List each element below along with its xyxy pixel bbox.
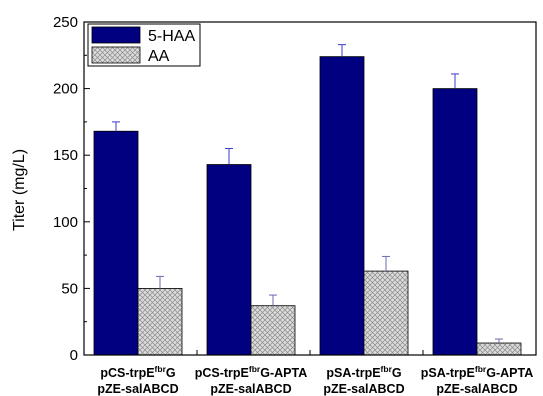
y-axis-title: Titer (mg/L) [11,149,28,231]
bar-5-haa-2 [206,164,252,356]
x-tick-label-3-line1: pSA-trpEfbrG [326,364,401,380]
bar-5-haa-4 [432,88,478,356]
x-tick-label-3-line2: pZE-salABCD [323,382,404,396]
bars-layer [93,44,522,356]
bar-aa-3 [363,270,409,356]
y-tick-label-200: 200 [53,81,78,98]
bar-aa-4 [476,342,522,356]
y-tick-label-50: 50 [61,280,78,297]
legend-swatch-5-haa [91,26,141,44]
bar-aa-2 [250,305,296,356]
legend: 5-HAA AA [87,23,201,67]
x-tick-label-4-line2: pZE-salABCD [436,382,517,396]
x-tick-label-1-line1: pCS-trpEfbrG [100,364,175,380]
x-tick-label-1-line2: pZE-salABCD [97,382,178,396]
y-tick-label-0: 0 [70,347,78,364]
legend-label-aa: AA [148,48,170,65]
axes-layer: pCS-trpEfbrG pZE-salABCD pCS-trpEfbrG-APTA… [53,14,537,396]
legend-swatch-aa [91,46,141,64]
x-tick-label-4-line1: pSA-trpEfbrG-APTA [421,364,534,380]
x-tick-label-2-line1: pCS-trpEfbrG-APTA [195,364,308,380]
legend-label-5-haa: 5-HAA [148,28,195,45]
y-tick-label-150: 150 [53,147,78,164]
bar-5-haa-1 [93,130,139,356]
bar-5-haa-3 [319,56,365,356]
x-tick-label-2-line2: pZE-salABCD [210,382,291,396]
y-tick-label-100: 100 [53,214,78,231]
y-tick-label-250: 250 [53,14,78,31]
bar-aa-1 [137,287,183,356]
